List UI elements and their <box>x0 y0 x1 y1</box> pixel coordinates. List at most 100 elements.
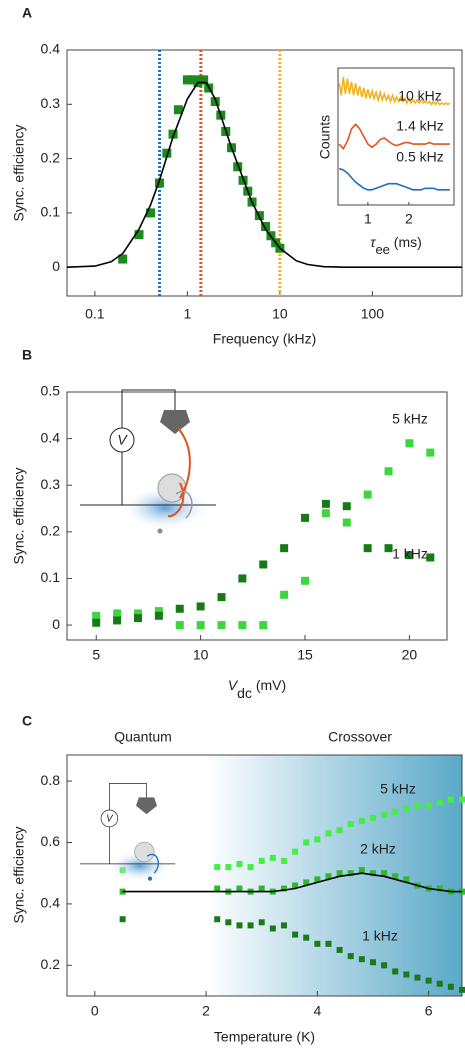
y-tick-label: 0.3 <box>41 476 61 492</box>
x-axis-label-part: dc <box>237 685 252 701</box>
series-label: 1 kHz <box>362 928 398 944</box>
panel-label: A <box>22 5 32 21</box>
data-point <box>425 802 432 809</box>
data-point <box>347 953 354 960</box>
data-point <box>336 870 343 877</box>
data-point <box>363 490 372 499</box>
data-point <box>384 467 393 476</box>
data-point <box>154 607 163 616</box>
data-point <box>325 940 332 947</box>
data-point <box>146 208 156 218</box>
data-point <box>196 602 205 611</box>
panel-label: B <box>22 347 32 363</box>
data-point <box>133 609 142 618</box>
data-point <box>336 946 343 953</box>
x-tick-label: 1 <box>183 306 191 322</box>
data-point <box>217 621 226 630</box>
data-point <box>280 885 287 892</box>
data-point <box>321 509 330 518</box>
data-point <box>236 885 243 892</box>
data-point <box>247 922 254 929</box>
y-tick-label: 0.3 <box>41 95 61 111</box>
y-axis-label: Sync. efficiency <box>11 467 27 564</box>
data-point <box>414 802 421 809</box>
x-tick-label: 15 <box>297 647 313 663</box>
data-point <box>347 870 354 877</box>
y-tick-label: 0.6 <box>41 833 61 849</box>
data-point <box>436 980 443 987</box>
data-point <box>280 922 287 929</box>
x-axis-label-part: τ <box>370 234 376 250</box>
data-point <box>168 129 178 139</box>
data-point <box>392 968 399 975</box>
series-label: 2 kHz <box>360 841 396 857</box>
series-label: 5 kHz <box>380 781 416 797</box>
data-point <box>280 857 287 864</box>
x-tick-label: 10 <box>272 306 288 322</box>
data-point <box>292 848 299 855</box>
x-tick-label: 2 <box>202 1003 210 1019</box>
data-point <box>405 551 414 560</box>
data-point <box>459 986 465 993</box>
data-point <box>363 544 372 553</box>
data-point <box>113 616 122 625</box>
series-label: 5 kHz <box>392 411 428 427</box>
x-tick-label: 1 <box>364 211 372 227</box>
data-point <box>292 931 299 938</box>
data-point <box>403 971 410 978</box>
data-point <box>162 148 172 158</box>
data-point <box>303 934 310 941</box>
data-point <box>336 827 343 834</box>
y-tick-label: 0.2 <box>41 149 61 165</box>
data-point <box>214 864 221 871</box>
data-point <box>261 221 271 231</box>
data-point <box>225 864 232 871</box>
data-point <box>369 870 376 877</box>
data-point <box>301 513 310 522</box>
circuit-diagram: V <box>80 783 176 882</box>
data-point <box>314 940 321 947</box>
data-point <box>447 983 454 990</box>
data-point <box>381 870 388 877</box>
data-point <box>236 922 243 929</box>
x-tick-label: 10 <box>193 647 209 663</box>
data-point <box>325 873 332 880</box>
data-point <box>403 805 410 812</box>
x-axis-label-part: ee <box>375 242 389 257</box>
circuit-label: V <box>106 814 114 825</box>
data-point <box>269 925 276 932</box>
data-point <box>258 857 265 864</box>
circuit-label: V <box>117 432 128 448</box>
data-line <box>338 167 450 191</box>
data-point <box>154 611 163 620</box>
x-tick-label: 100 <box>361 306 385 322</box>
data-point <box>342 502 351 511</box>
data-point <box>92 611 101 620</box>
data-point <box>92 618 101 627</box>
plot-frame <box>66 49 463 297</box>
y-tick-label: 0.2 <box>41 523 61 539</box>
data-point <box>217 593 226 602</box>
data-point <box>314 876 321 883</box>
data-point <box>292 882 299 889</box>
x-axis-label-part: V <box>228 677 239 693</box>
y-tick-label: 0.5 <box>41 383 61 399</box>
x-tick-label: 0.1 <box>85 306 105 322</box>
panel-label: C <box>22 713 32 729</box>
x-tick-label: 6 <box>425 1003 433 1019</box>
x-axis-label-part: (ms) <box>390 234 422 250</box>
data-point <box>280 544 289 553</box>
data-point <box>155 178 165 188</box>
data-point <box>134 230 144 240</box>
x-tick-label: 4 <box>313 1003 321 1019</box>
y-tick-label: 0.4 <box>41 429 61 445</box>
data-point <box>118 254 128 264</box>
data-point <box>214 885 221 892</box>
data-point <box>258 919 265 926</box>
data-point <box>347 821 354 828</box>
data-point <box>113 609 122 618</box>
y-tick-label: 0.4 <box>41 41 61 57</box>
data-point <box>269 854 276 861</box>
